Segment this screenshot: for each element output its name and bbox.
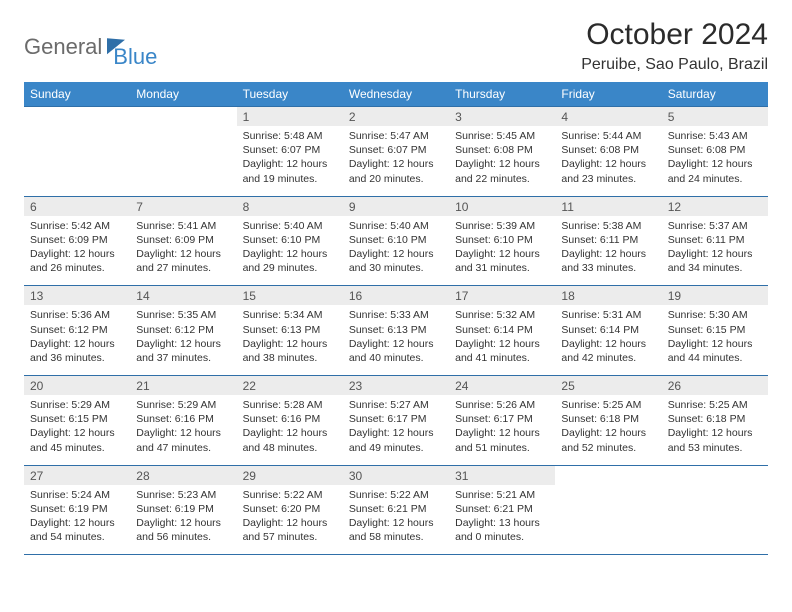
day-number-row: 6789101112 [24,196,768,216]
day-detail-row: Sunrise: 5:36 AMSunset: 6:12 PMDaylight:… [24,305,768,375]
day-detail-cell: Sunrise: 5:28 AMSunset: 6:16 PMDaylight:… [237,395,343,465]
day-number-cell: 15 [237,286,343,306]
day-number-row: 13141516171819 [24,286,768,306]
day-detail-row: Sunrise: 5:29 AMSunset: 6:15 PMDaylight:… [24,395,768,465]
dayhead-tue: Tuesday [237,82,343,107]
day-number-cell: 2 [343,107,449,127]
day-number-cell: 22 [237,376,343,396]
day-number-cell: 5 [662,107,768,127]
day-detail-cell: Sunrise: 5:25 AMSunset: 6:18 PMDaylight:… [555,395,661,465]
day-detail-cell: Sunrise: 5:33 AMSunset: 6:13 PMDaylight:… [343,305,449,375]
day-number-cell: 23 [343,376,449,396]
day-number-cell: 4 [555,107,661,127]
day-number-cell: 13 [24,286,130,306]
day-number-cell: 12 [662,196,768,216]
day-number-cell: 14 [130,286,236,306]
day-number-cell: 11 [555,196,661,216]
day-detail-cell: Sunrise: 5:35 AMSunset: 6:12 PMDaylight:… [130,305,236,375]
day-detail-cell: Sunrise: 5:42 AMSunset: 6:09 PMDaylight:… [24,216,130,286]
day-detail-cell: Sunrise: 5:40 AMSunset: 6:10 PMDaylight:… [237,216,343,286]
day-number-cell: 30 [343,465,449,485]
day-number-cell: 8 [237,196,343,216]
dayhead-mon: Monday [130,82,236,107]
day-detail-cell [555,485,661,555]
day-detail-cell: Sunrise: 5:30 AMSunset: 6:15 PMDaylight:… [662,305,768,375]
day-number-cell: 29 [237,465,343,485]
day-detail-cell: Sunrise: 5:41 AMSunset: 6:09 PMDaylight:… [130,216,236,286]
day-number-cell: 21 [130,376,236,396]
logo-triangle-icon [107,36,125,55]
day-detail-cell: Sunrise: 5:29 AMSunset: 6:15 PMDaylight:… [24,395,130,465]
day-number-cell: 24 [449,376,555,396]
day-number-cell: 18 [555,286,661,306]
day-number-cell: 9 [343,196,449,216]
day-number-cell: 28 [130,465,236,485]
day-detail-cell: Sunrise: 5:45 AMSunset: 6:08 PMDaylight:… [449,126,555,196]
day-detail-cell: Sunrise: 5:29 AMSunset: 6:16 PMDaylight:… [130,395,236,465]
day-detail-cell: Sunrise: 5:27 AMSunset: 6:17 PMDaylight:… [343,395,449,465]
day-number-cell: 27 [24,465,130,485]
day-detail-cell: Sunrise: 5:31 AMSunset: 6:14 PMDaylight:… [555,305,661,375]
day-number-row: 2728293031 [24,465,768,485]
day-header-row: Sunday Monday Tuesday Wednesday Thursday… [24,82,768,107]
title-block: October 2024 Peruibe, Sao Paulo, Brazil [581,18,768,74]
location-label: Peruibe, Sao Paulo, Brazil [581,56,768,74]
dayhead-wed: Wednesday [343,82,449,107]
day-detail-cell: Sunrise: 5:21 AMSunset: 6:21 PMDaylight:… [449,485,555,555]
day-detail-cell [130,126,236,196]
day-number-cell: 1 [237,107,343,127]
day-number-row: 20212223242526 [24,376,768,396]
day-number-cell: 16 [343,286,449,306]
header: General Blue October 2024 Peruibe, Sao P… [24,18,768,74]
calendar-table: Sunday Monday Tuesday Wednesday Thursday… [24,82,768,556]
day-number-cell [24,107,130,127]
day-detail-cell: Sunrise: 5:24 AMSunset: 6:19 PMDaylight:… [24,485,130,555]
day-detail-cell: Sunrise: 5:39 AMSunset: 6:10 PMDaylight:… [449,216,555,286]
logo-text-general: General [24,34,102,60]
day-detail-cell: Sunrise: 5:47 AMSunset: 6:07 PMDaylight:… [343,126,449,196]
day-detail-cell: Sunrise: 5:48 AMSunset: 6:07 PMDaylight:… [237,126,343,196]
logo: General Blue [24,24,157,70]
dayhead-thu: Thursday [449,82,555,107]
day-detail-cell: Sunrise: 5:38 AMSunset: 6:11 PMDaylight:… [555,216,661,286]
day-detail-cell: Sunrise: 5:36 AMSunset: 6:12 PMDaylight:… [24,305,130,375]
day-number-cell: 20 [24,376,130,396]
day-number-cell: 17 [449,286,555,306]
day-number-cell: 7 [130,196,236,216]
day-detail-cell: Sunrise: 5:34 AMSunset: 6:13 PMDaylight:… [237,305,343,375]
month-title: October 2024 [581,18,768,52]
dayhead-fri: Friday [555,82,661,107]
day-detail-cell: Sunrise: 5:32 AMSunset: 6:14 PMDaylight:… [449,305,555,375]
day-number-cell: 26 [662,376,768,396]
day-number-cell [130,107,236,127]
day-detail-cell: Sunrise: 5:23 AMSunset: 6:19 PMDaylight:… [130,485,236,555]
day-detail-cell: Sunrise: 5:22 AMSunset: 6:20 PMDaylight:… [237,485,343,555]
day-number-cell: 19 [662,286,768,306]
day-number-cell: 3 [449,107,555,127]
day-detail-cell: Sunrise: 5:25 AMSunset: 6:18 PMDaylight:… [662,395,768,465]
day-detail-row: Sunrise: 5:48 AMSunset: 6:07 PMDaylight:… [24,126,768,196]
dayhead-sun: Sunday [24,82,130,107]
day-number-cell: 6 [24,196,130,216]
day-number-cell [662,465,768,485]
day-detail-cell: Sunrise: 5:43 AMSunset: 6:08 PMDaylight:… [662,126,768,196]
day-number-cell: 31 [449,465,555,485]
day-number-row: 12345 [24,107,768,127]
day-detail-cell: Sunrise: 5:22 AMSunset: 6:21 PMDaylight:… [343,485,449,555]
dayhead-sat: Saturday [662,82,768,107]
day-number-cell: 10 [449,196,555,216]
day-detail-row: Sunrise: 5:24 AMSunset: 6:19 PMDaylight:… [24,485,768,555]
day-detail-cell: Sunrise: 5:40 AMSunset: 6:10 PMDaylight:… [343,216,449,286]
day-number-cell: 25 [555,376,661,396]
day-detail-cell: Sunrise: 5:26 AMSunset: 6:17 PMDaylight:… [449,395,555,465]
day-detail-cell [24,126,130,196]
day-detail-row: Sunrise: 5:42 AMSunset: 6:09 PMDaylight:… [24,216,768,286]
day-number-cell [555,465,661,485]
day-detail-cell: Sunrise: 5:37 AMSunset: 6:11 PMDaylight:… [662,216,768,286]
day-detail-cell [662,485,768,555]
day-detail-cell: Sunrise: 5:44 AMSunset: 6:08 PMDaylight:… [555,126,661,196]
